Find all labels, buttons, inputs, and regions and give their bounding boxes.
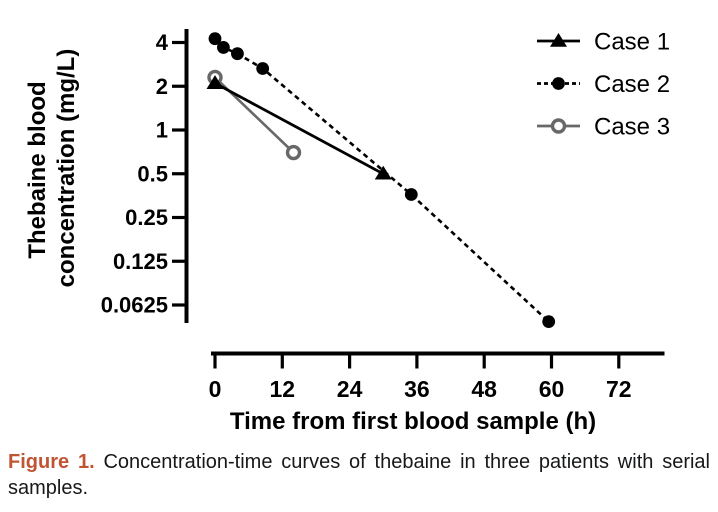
concentration-time-chart: 4 2 1 0.5 0.25 0.125 0.0625 0 12 24 36 48 60 72 Time f… [24, 29, 670, 436]
y-tick-label-1: 1 [156, 118, 168, 143]
series-case-1-line [214, 81, 384, 176]
series-case-2-marker-2 [231, 47, 244, 61]
series-case-2-marker-4 [404, 188, 418, 201]
x-tick-label-24: 24 [337, 376, 363, 402]
figure-label: Figure 1. [8, 451, 95, 473]
x-tick-label-60: 60 [539, 376, 565, 402]
x-axis-title: Time from first blood sample (h) [230, 408, 596, 435]
series-case-2-marker-0 [208, 32, 222, 46]
series-case-3-marker-1 [285, 144, 302, 161]
y-tick-label-0.5: 0.5 [137, 161, 168, 186]
x-tick-label-36: 36 [404, 376, 430, 402]
y-axis-title-line-2: concentration (mg/L) [53, 49, 80, 288]
x-tick-label-72: 72 [606, 376, 632, 402]
series-case-2-marker-1 [217, 41, 230, 54]
y-axis-title-line-1: Thebaine blood [24, 81, 51, 258]
x-tick-label-12: 12 [270, 376, 296, 402]
legend-case-2-marker [552, 77, 565, 90]
x-tick-label-48: 48 [471, 376, 497, 402]
series-case-2-line [214, 37, 550, 323]
series-case-2-marker-3 [256, 62, 270, 75]
legend-case-2-label: Case 2 [594, 71, 670, 98]
legend-case-1-marker [550, 33, 567, 47]
y-tick-label-4: 4 [156, 30, 169, 55]
y-tick-label-2: 2 [156, 74, 168, 99]
y-tick-label-0.0625: 0.0625 [101, 293, 168, 318]
figure-caption: Figure 1. Concentration-time curves of t… [8, 449, 710, 501]
y-tick-label-0.125: 0.125 [113, 249, 168, 274]
figure-caption-text: Concentration-time curves of thebaine in… [8, 451, 710, 499]
legend-case-3-label: Case 3 [594, 114, 670, 141]
series-case-1-marker-1 [374, 165, 392, 180]
x-tick-label-0: 0 [209, 376, 222, 402]
series-case-1-marker-0 [206, 75, 224, 89]
series-case-2-marker-5 [542, 315, 556, 329]
legend-case-1-label: Case 1 [594, 29, 670, 56]
legend-case-3-marker [550, 118, 567, 134]
y-tick-label-0.25: 0.25 [125, 205, 168, 230]
